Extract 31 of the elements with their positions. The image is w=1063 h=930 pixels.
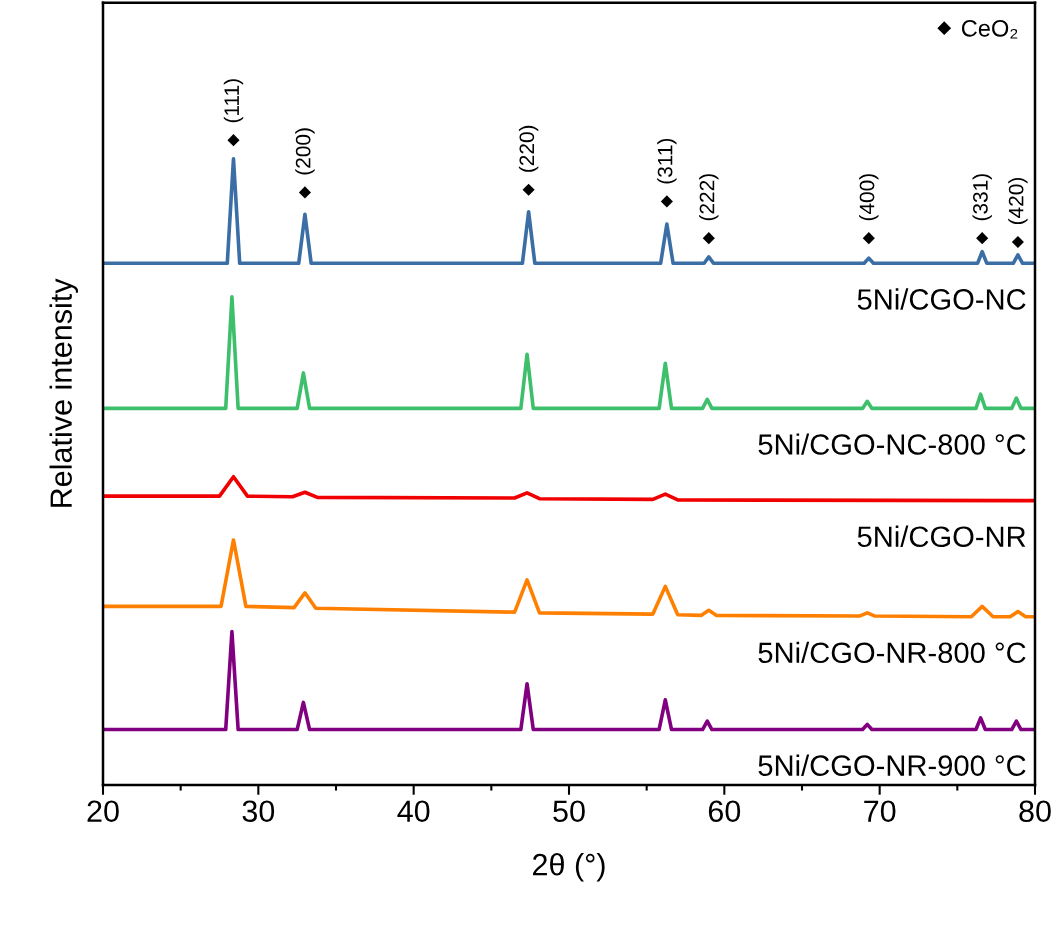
point <box>522 183 535 196</box>
point <box>1011 235 1024 249</box>
series-label: 5Ni/CGO-NR-900 °C <box>758 754 1026 776</box>
x-axis-title: 2θ (°) <box>533 853 605 882</box>
x-tick-label: 20 <box>87 800 119 823</box>
annotation: (111) <box>223 79 244 123</box>
series-label: 5Ni/CGO-NR-800 °C <box>758 641 1026 664</box>
y-axis-title: Relative intensity <box>49 278 78 507</box>
x-tick-label: 40 <box>397 800 430 823</box>
point <box>660 195 673 208</box>
annotation: (400) <box>859 174 879 221</box>
x-tick-label: 80 <box>1019 800 1051 823</box>
annotation: (220) <box>518 125 539 172</box>
point <box>227 134 240 147</box>
point <box>702 232 715 245</box>
series-label: 5Ni/CGO-NC-800 °C <box>758 433 1026 455</box>
point <box>298 186 311 199</box>
legend-label: CeO₂ <box>961 19 1018 39</box>
point <box>862 232 875 245</box>
point <box>976 232 989 245</box>
x-tick-label: 30 <box>242 800 275 823</box>
series-label: 5Ni/CGO-NR <box>857 525 1026 548</box>
series-label: 5Ni/CGO-NC <box>857 288 1026 310</box>
x-tick-label: 60 <box>708 800 741 823</box>
annotation: (200) <box>295 128 315 175</box>
annotation: (222) <box>699 174 719 221</box>
annotation: (311) <box>657 138 677 184</box>
annotation: (331) <box>972 174 992 221</box>
annotation: (420) <box>1008 178 1028 225</box>
x-tick-label: 50 <box>553 800 585 823</box>
x-tick-label: 70 <box>864 800 896 823</box>
